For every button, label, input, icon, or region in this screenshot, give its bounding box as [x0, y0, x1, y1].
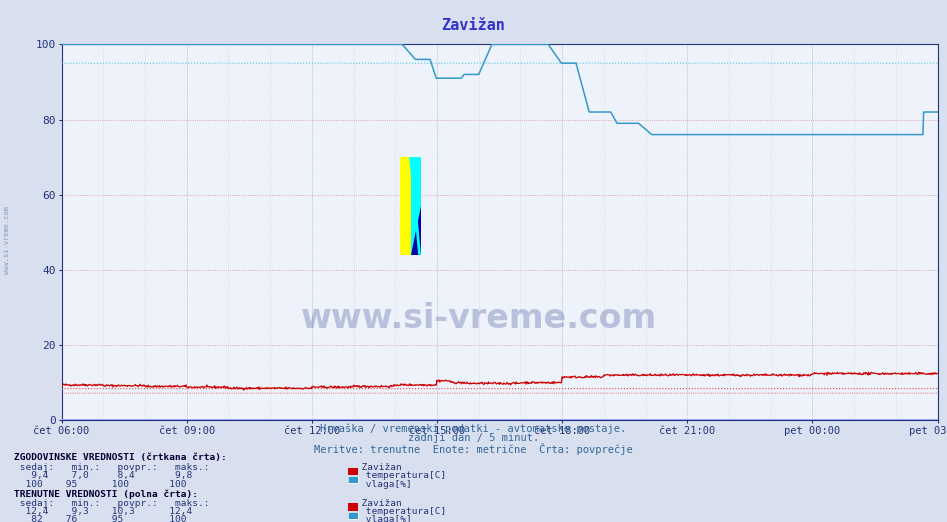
Polygon shape: [411, 206, 421, 255]
Text: Zavižan: Zavižan: [441, 18, 506, 33]
Bar: [401, 157, 411, 255]
Text: vlaga[%]: vlaga[%]: [360, 515, 412, 522]
Text: 12,4    9,3    10,3      12,4: 12,4 9,3 10,3 12,4: [14, 507, 192, 516]
Text: temperatura[C]: temperatura[C]: [360, 471, 446, 480]
Text: Zavižan: Zavižan: [350, 499, 402, 507]
Text: 100    95      100       100: 100 95 100 100: [14, 480, 187, 489]
Text: 9,4    7,0     8,4       9,8: 9,4 7,0 8,4 9,8: [14, 471, 192, 480]
Text: 82    76      95        100: 82 76 95 100: [14, 515, 187, 522]
Text: sedaj:   min.:   povpr.:   maks.:: sedaj: min.: povpr.: maks.:: [14, 463, 209, 472]
Text: sedaj:   min.:   povpr.:   maks.:: sedaj: min.: povpr.: maks.:: [14, 499, 209, 507]
Text: www.si-vreme.com: www.si-vreme.com: [300, 302, 657, 335]
Text: Hrvaška / vremenski podatki - avtomatske postaje.: Hrvaška / vremenski podatki - avtomatske…: [320, 424, 627, 434]
Text: temperatura[C]: temperatura[C]: [360, 507, 446, 516]
Text: Meritve: trenutne  Enote: metrične  Črta: povprečje: Meritve: trenutne Enote: metrične Črta: …: [314, 443, 633, 455]
Text: TRENUTNE VREDNOSTI (polna črta):: TRENUTNE VREDNOSTI (polna črta):: [14, 489, 198, 499]
Polygon shape: [409, 157, 421, 255]
Text: vlaga[%]: vlaga[%]: [360, 480, 412, 489]
Polygon shape: [411, 157, 421, 255]
Text: ZGODOVINSKE VREDNOSTI (črtkana črta):: ZGODOVINSKE VREDNOSTI (črtkana črta):: [14, 453, 227, 462]
Text: zadnji dan / 5 minut.: zadnji dan / 5 minut.: [408, 433, 539, 443]
Text: www.si-vreme.com: www.si-vreme.com: [4, 206, 9, 274]
Text: Zavižan: Zavižan: [350, 463, 402, 472]
